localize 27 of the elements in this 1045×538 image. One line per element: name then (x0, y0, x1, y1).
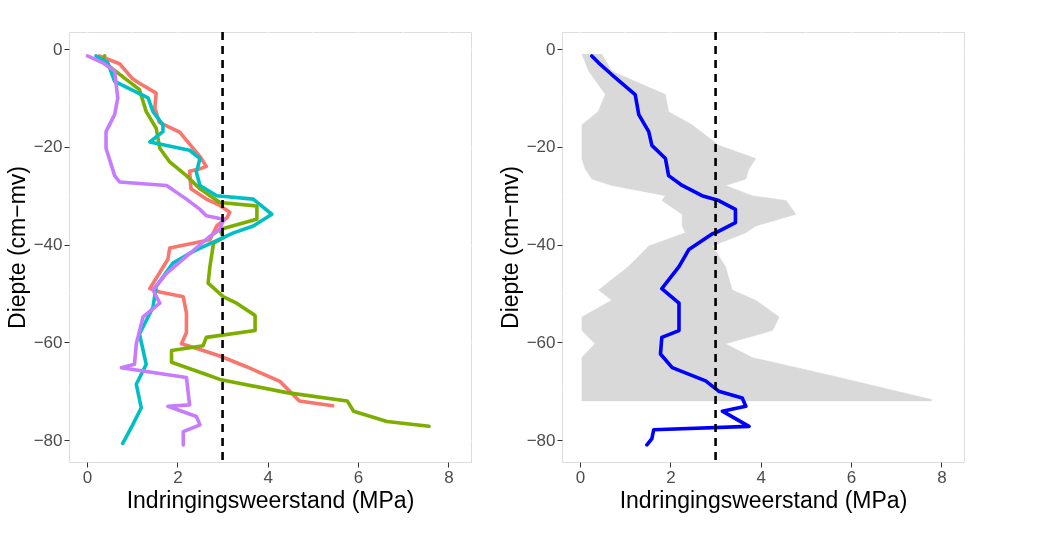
y-axis-title: Diepte (cm−mv) (3, 166, 30, 329)
y-tick-label: −60 (526, 332, 556, 352)
x-tick-label: 4 (756, 467, 766, 487)
line-series (101, 54, 431, 429)
line-series (590, 54, 751, 447)
y-tick-label: −20 (33, 137, 63, 157)
y-tick-label: −80 (33, 430, 63, 450)
y-tick-label: −40 (33, 235, 63, 255)
y-tick-label: −80 (526, 430, 556, 450)
x-tick-label: 0 (82, 467, 93, 487)
x-tick-label: 4 (263, 467, 273, 487)
x-tick-label: 6 (846, 467, 857, 487)
y-tick-label: −60 (33, 332, 63, 352)
y-tick-label: 0 (546, 39, 556, 59)
x-axis-title: Indringingsweerstand (MPa) (126, 486, 415, 513)
x-tick-label: 2 (666, 467, 676, 487)
x-tick-label: 0 (575, 467, 586, 487)
x-tick-label: 8 (937, 467, 947, 487)
y-axis-title: Diepte (cm−mv) (496, 166, 523, 329)
x-tick-label: 6 (353, 467, 364, 487)
x-axis-title: Indringingsweerstand (MPa) (619, 486, 908, 513)
line-series (85, 54, 226, 447)
y-tick-label: 0 (53, 39, 63, 59)
x-tick-label: 8 (444, 467, 454, 487)
y-tick-label: −20 (526, 137, 556, 157)
y-tick-label: −40 (526, 235, 556, 255)
x-tick-label: 2 (173, 467, 183, 487)
